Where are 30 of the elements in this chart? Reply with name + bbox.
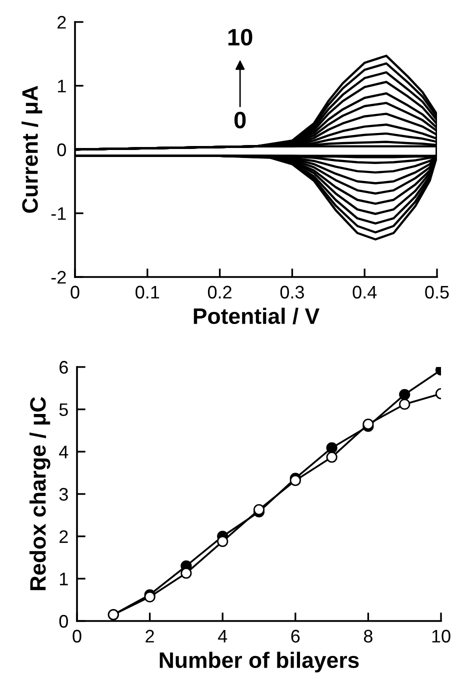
x-tick-label: 2: [146, 630, 154, 642]
y-tick-label: 2: [58, 16, 66, 29]
y-axis-title: Current / μA: [22, 86, 42, 213]
x-axis-title: Number of bilayers: [160, 652, 359, 672]
y-axis-title: Redox charge / μC: [29, 397, 50, 590]
y-tick-label: -1: [51, 207, 66, 220]
x-tick-label: 0.1: [136, 286, 160, 299]
y-tick-label: 0: [59, 614, 68, 628]
y-tick-label: 0: [57, 143, 66, 156]
y-tick-label: -2: [51, 270, 66, 284]
x-tick-label: 6: [291, 630, 300, 643]
x-tick-label: 10: [432, 630, 450, 643]
y-tick-label: 2: [60, 530, 68, 543]
x-tick-label: 4: [218, 630, 228, 642]
x-tick-label: 0.2: [208, 286, 232, 299]
y-tick-label: 1: [58, 80, 66, 92]
y-tick-label: 6: [60, 360, 68, 374]
y-tick-label: 4: [59, 446, 68, 458]
x-tick-label: 8: [364, 630, 372, 643]
y-tick-label: 3: [59, 488, 68, 501]
x-tick-label: 0: [70, 286, 80, 299]
y-tick-label: 5: [59, 403, 68, 416]
x-tick-label: 0.3: [280, 286, 304, 299]
x-axis-title: Potential / V: [194, 308, 320, 324]
x-tick-label: 0.5: [425, 286, 449, 299]
x-tick-label: 0: [72, 630, 82, 643]
x-tick-label: 0.4: [352, 286, 377, 299]
y-tick-label: 1: [60, 572, 68, 586]
annotation: 10: [228, 28, 252, 46]
annotation: 0: [234, 112, 246, 128]
